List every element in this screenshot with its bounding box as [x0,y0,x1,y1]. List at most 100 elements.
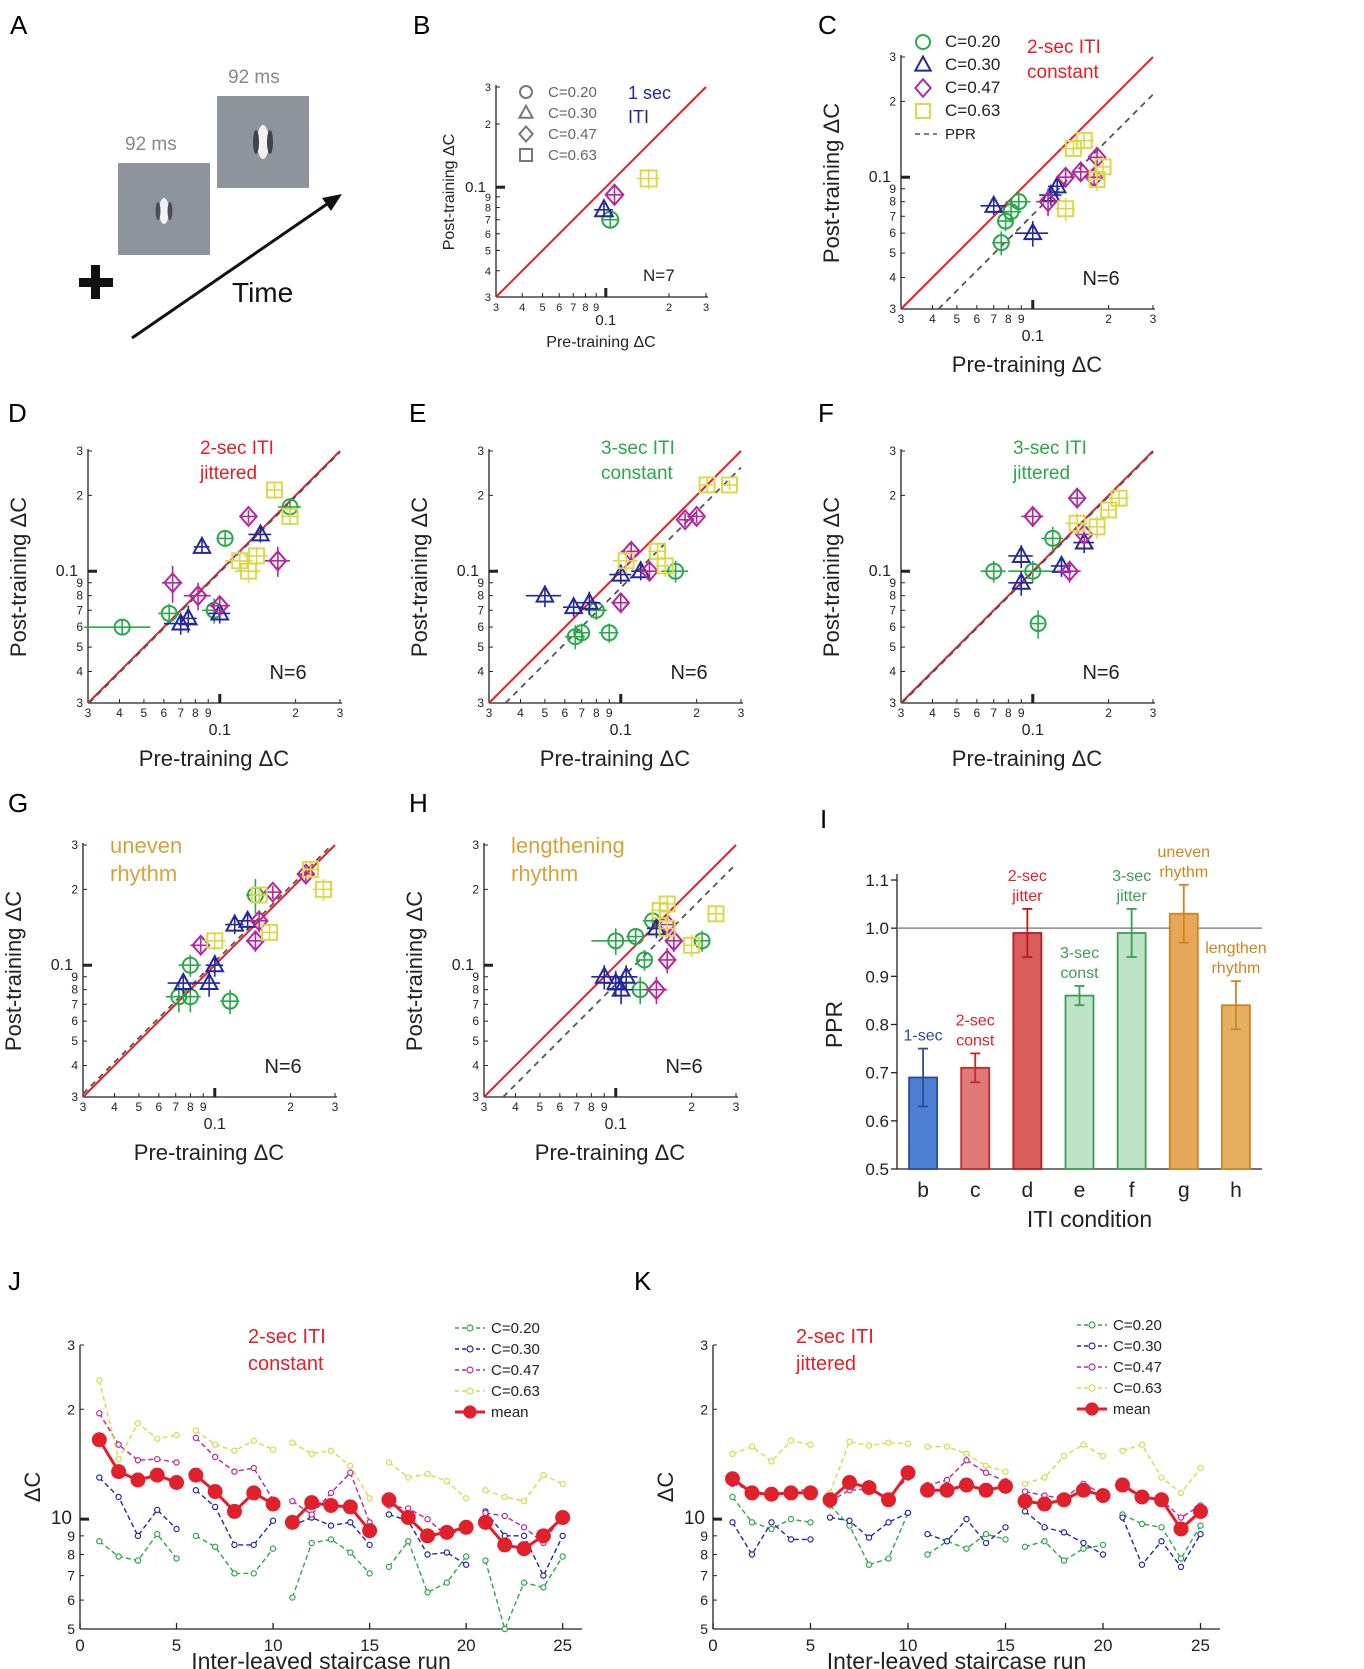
data-point [748,1519,756,1526]
data-point [173,1525,180,1533]
data-point [312,878,334,901]
data-point [620,540,641,563]
data-point [216,529,234,547]
data-point [178,605,199,633]
identity-line [495,86,707,298]
data-point [1193,1503,1208,1519]
legend-label: C=0.63 [1113,1380,1162,1397]
marker-circle [600,624,618,642]
data-point [342,1499,358,1515]
y-tick-label: 7 [76,603,83,617]
marker-triangle [1074,531,1095,550]
data-point [636,169,660,190]
data-point [748,1551,756,1558]
data-point [115,1553,122,1560]
data-point [1005,191,1031,214]
y-tick-label: 4 [477,665,484,679]
data-point [347,1519,354,1526]
y-tick-label: 5 [477,640,484,654]
y-tick-label: 2 [472,882,479,896]
data-point [1037,1496,1052,1512]
series-line [1024,1443,1104,1485]
time-arrow [131,200,331,340]
data-point [424,1589,431,1596]
x-tick-label: 7 [570,302,576,314]
data-point [173,1459,180,1466]
bar-f [1116,932,1147,1170]
y-axis-label: PPR [821,1001,847,1048]
legend-marker [466,1345,474,1353]
legend-marker [1088,1363,1096,1371]
y-tick-label: 9 [67,1528,75,1544]
panel-letter-a: A [10,10,28,40]
marker-triangle [616,965,637,984]
data-point [1060,1529,1068,1536]
data-point [289,1594,296,1601]
legend-label: C=0.47 [1113,1359,1162,1376]
data-point [1067,487,1087,510]
data-point [1080,1539,1087,1547]
condition-label: lengthening [511,833,625,858]
data-point [1158,1524,1165,1531]
marker-triangle [1047,175,1068,194]
x-tick-label: 8 [582,302,588,314]
data-point [1041,1524,1048,1531]
y-axis-label: ΔC [20,1472,45,1503]
x-tick-label: 6 [974,706,981,720]
data-point [1099,1452,1107,1460]
data-point [607,976,633,1005]
x-tick-label: 6 [974,312,981,326]
x-tick-label: 2 [287,1100,294,1114]
data-point [115,1493,122,1501]
data-point [231,1570,238,1577]
bar-label: rhythm [1211,960,1260,977]
data-point [149,1467,165,1483]
data-point [787,1536,795,1543]
y-tick-label: 6 [477,620,484,634]
legend-marker [1088,1342,1096,1350]
y-tick-label: 3 [76,696,83,710]
data-point [443,1478,451,1485]
y-tick-label: 7 [472,997,479,1011]
x-tick-label: 5 [806,1636,815,1655]
data-point [924,1551,931,1558]
data-point [1099,1541,1107,1549]
y-tick-label: 8 [472,983,479,997]
x-tick-label: 3 [337,706,344,720]
data-point [1173,1521,1189,1537]
duration-label-2: 92 ms [228,67,280,88]
marker-triangle [199,971,220,991]
series-line [732,1439,811,1463]
data-point [115,1455,122,1463]
data-point [192,1532,200,1540]
series-line [1122,1443,1202,1494]
marker-square [1057,200,1075,218]
data-point [501,1625,508,1633]
data-point [520,1579,528,1586]
data-point [111,1464,127,1480]
x-tick-label: 3 [481,1100,488,1114]
legend-label: C=0.30 [945,55,1000,74]
data-point [1002,1524,1009,1531]
y-tick-label: 5 [700,1621,708,1637]
data-point [1197,1530,1204,1538]
legend-marker [1085,1402,1099,1416]
y-tick-label: 7 [700,1568,708,1584]
bar-label: const [956,1032,995,1049]
legend-marker-circle [915,34,931,50]
data-point [885,1555,892,1562]
x-tick-label: 0 [708,1636,717,1655]
marker-square [250,886,268,904]
x-tick-label: d [1022,1179,1034,1202]
marker-square [1068,514,1086,532]
marker-diamond [188,584,208,607]
data-point [1080,1441,1087,1448]
data-point [84,618,151,636]
legend: C=0.20 C=0.30 C=0.47 C=0.63 mean [455,1320,540,1421]
data-point [885,1519,892,1526]
x-tick-label: 8 [192,706,199,720]
data-point [203,932,226,950]
y-axis-label: Post-training ΔC [819,103,844,263]
x-tick-label: 9 [1018,706,1025,720]
